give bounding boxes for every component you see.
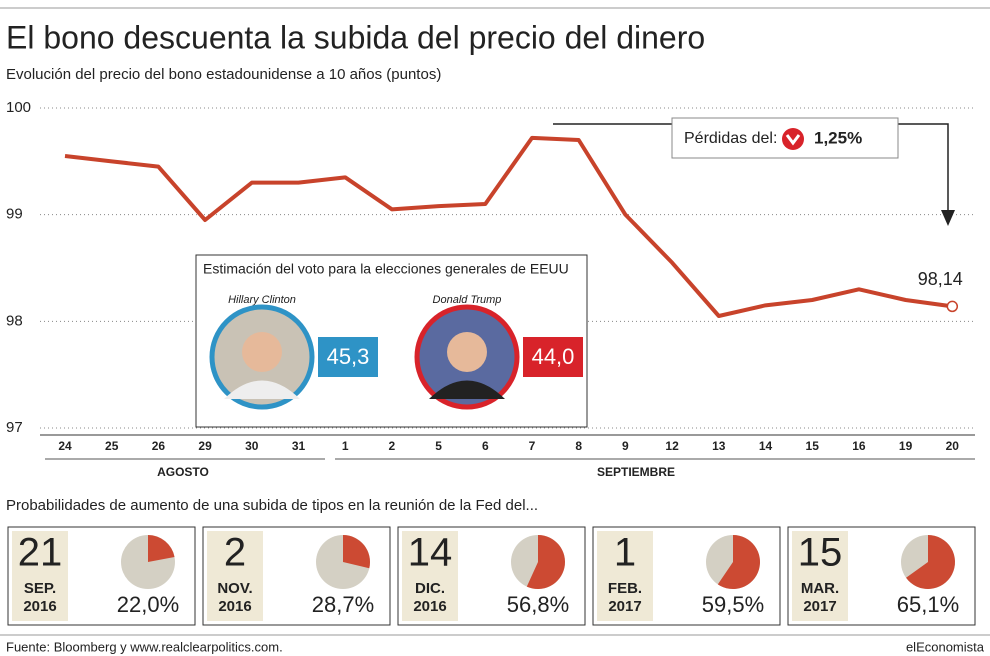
pie-slice: [717, 535, 760, 589]
x-tick-label: 14: [759, 439, 773, 453]
x-tick-label: 31: [292, 439, 306, 453]
face: [447, 332, 487, 372]
card-day: 15: [798, 531, 843, 575]
pie-value-label: 59,5%: [702, 592, 764, 617]
card-date-bg: [207, 531, 263, 621]
loss-text: Pérdidas del:: [684, 130, 777, 147]
candidate-value: 44,0: [532, 344, 575, 369]
y-tick-label: 97: [6, 419, 23, 436]
card-year: 2017: [608, 598, 641, 615]
card-day: 14: [408, 531, 453, 575]
candidate-name: Donald Trump: [433, 294, 502, 306]
x-tick-label: 19: [899, 439, 913, 453]
y-tick-label: 100: [6, 99, 31, 116]
card-month: FEB.: [608, 580, 642, 597]
x-tick-label: 1: [342, 439, 349, 453]
x-tick-label: 26: [152, 439, 166, 453]
end-marker: [946, 300, 959, 313]
pie-slice: [148, 535, 175, 562]
pie-value-label: 56,8%: [507, 592, 569, 617]
pie-slice: [906, 535, 955, 589]
loss-icon: [782, 128, 804, 150]
x-tick-label: 6: [482, 439, 489, 453]
candidate-value-box: [318, 337, 378, 377]
shoulders: [224, 380, 300, 399]
subtitle: Evolución del precio del bono estadounid…: [6, 66, 441, 83]
candidate-value: 45,3: [327, 344, 370, 369]
card-year: 2016: [218, 598, 251, 615]
pie-slice: [343, 535, 370, 569]
card-day: 21: [18, 531, 63, 575]
candidate-name: Hillary Clinton: [228, 294, 296, 306]
arrow-head: [941, 210, 955, 226]
y-tick-label: 99: [6, 206, 23, 223]
card-date-bg: [597, 531, 653, 621]
pie-value-label: 65,1%: [897, 592, 959, 617]
axis-band: [40, 434, 975, 436]
card-date-bg: [12, 531, 68, 621]
card-month: SEP.: [24, 580, 56, 597]
x-tick-label: 30: [245, 439, 259, 453]
month-label: SEPTIEMBRE: [597, 465, 675, 479]
candidate-value-box: [523, 337, 583, 377]
pie-value-label: 22,0%: [117, 592, 179, 617]
x-tick-label: 9: [622, 439, 629, 453]
x-tick-label: 15: [806, 439, 820, 453]
x-tick-label: 7: [529, 439, 536, 453]
card-year: 2016: [413, 598, 446, 615]
card-day: 2: [224, 531, 246, 575]
x-tick-label: 16: [852, 439, 866, 453]
y-tick-label: 98: [6, 312, 23, 329]
loss-value: 1,25%: [814, 128, 862, 147]
brand: elEconomista: [906, 639, 985, 654]
end-label: 98,14: [918, 269, 963, 289]
shoulders: [429, 380, 505, 399]
price-line: [64, 135, 953, 318]
card-date-bg: [792, 531, 848, 621]
x-tick-label: 29: [198, 439, 212, 453]
x-tick-label: 24: [58, 439, 72, 453]
title: El bono descuenta la subida del precio d…: [6, 19, 705, 55]
card-day: 1: [614, 531, 636, 575]
pie-value-label: 28,7%: [312, 592, 374, 617]
face: [242, 332, 282, 372]
x-tick-label: 2: [389, 439, 396, 453]
loss-icon-arrow: [785, 134, 801, 146]
poll-title: Estimación del voto para la elecciones g…: [203, 261, 569, 277]
x-tick-label: 20: [946, 439, 960, 453]
pie-section-title: Probabilidades de aumento de una subida …: [6, 497, 538, 514]
card-year: 2017: [803, 598, 836, 615]
card-month: NOV.: [217, 580, 252, 597]
card-month: MAR.: [801, 580, 839, 597]
card-year: 2016: [23, 598, 56, 615]
x-tick-label: 13: [712, 439, 726, 453]
pie-slice: [526, 535, 565, 589]
source: Fuente: Bloomberg y www.realclearpolitic…: [6, 639, 283, 654]
x-tick-label: 8: [575, 439, 582, 453]
card-month: DIC.: [415, 580, 445, 597]
x-tick-label: 12: [665, 439, 679, 453]
card-date-bg: [402, 531, 458, 621]
annotation-box: [671, 117, 899, 159]
month-label: AGOSTO: [157, 465, 209, 479]
x-tick-label: 5: [435, 439, 442, 453]
x-tick-label: 25: [105, 439, 119, 453]
